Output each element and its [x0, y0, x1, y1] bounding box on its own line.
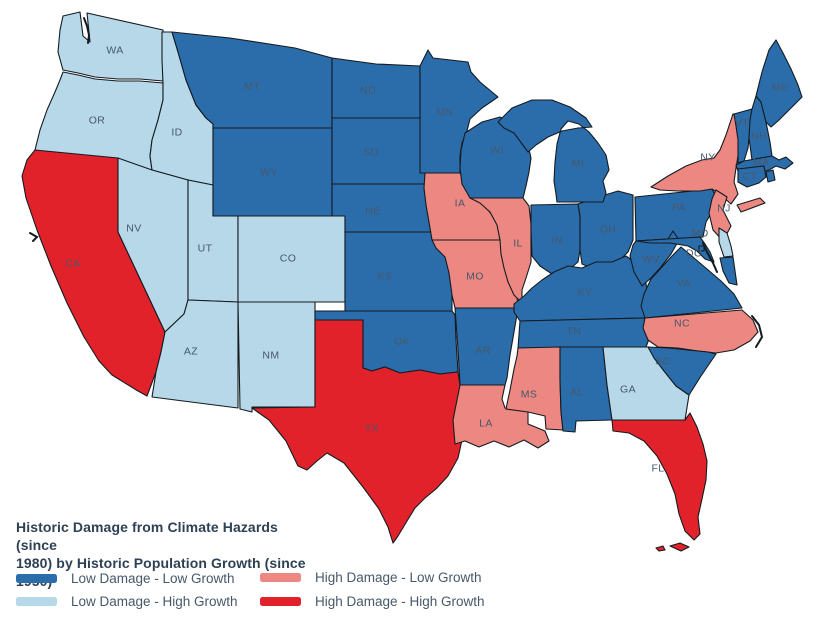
state-label-IL: IL — [513, 238, 523, 250]
state-label-WI: WI — [490, 145, 504, 157]
state-label-ME: ME — [772, 82, 789, 94]
state-MD — [635, 236, 738, 286]
state-label-UT: UT — [198, 243, 213, 255]
state-label-GA: GA — [620, 384, 636, 396]
state-label-KY: KY — [578, 287, 593, 299]
state-MI — [497, 99, 610, 203]
state-label-OK: OK — [394, 336, 410, 348]
state-label-OH: OH — [600, 224, 617, 236]
state-label-AL: AL — [570, 387, 584, 399]
state-label-MS: MS — [521, 389, 538, 401]
state-label-NJ: NJ — [717, 203, 731, 215]
coastline-detail — [751, 315, 764, 348]
state-label-PA: PA — [672, 202, 686, 214]
state-label-SC: SC — [655, 356, 670, 368]
map-title-line1: Historic Damage from Climate Hazards (si… — [16, 519, 278, 553]
state-label-VA: VA — [677, 278, 691, 290]
state-label-MA: MA — [753, 157, 770, 169]
coastline-detail — [702, 242, 718, 273]
state-label-DC: DC — [686, 248, 702, 260]
state-ME — [755, 39, 803, 128]
state-label-OR: OR — [89, 115, 106, 127]
state-label-ND: ND — [360, 85, 376, 97]
state-label-MN: MN — [436, 107, 453, 119]
state-label-LA: LA — [479, 418, 493, 430]
state-label-CA: CA — [65, 258, 80, 270]
state-label-WY: WY — [260, 167, 278, 179]
state-label-AR: AR — [475, 345, 490, 357]
state-AZ — [151, 299, 239, 409]
state-label-WV: WV — [642, 254, 660, 266]
state-label-ID: ID — [171, 127, 182, 139]
state-CT — [737, 165, 767, 188]
state-label-KS: KS — [378, 271, 393, 283]
coastline-detail — [29, 232, 39, 242]
state-label-MI: MI — [572, 158, 584, 170]
coastline-detail — [83, 17, 91, 44]
state-label-IN: IN — [551, 235, 562, 247]
state-label-TN: TN — [567, 326, 582, 338]
state-label-NV: NV — [126, 223, 141, 235]
state-label-NH: NH — [751, 131, 767, 143]
state-ND — [331, 57, 421, 119]
map-title-line2: 1980) by Historic Population Growth (sin… — [16, 555, 306, 589]
state-label-CO: CO — [280, 253, 297, 265]
state-label-VT: VT — [735, 118, 749, 130]
state-DE — [718, 227, 734, 258]
state-NC — [642, 309, 759, 354]
state-label-MT: MT — [244, 81, 260, 93]
state-label-AZ: AZ — [184, 346, 198, 358]
state-WV — [629, 230, 680, 287]
state-VA — [640, 246, 743, 319]
state-label-IA: IA — [455, 198, 466, 210]
state-label-TX: TX — [365, 423, 379, 435]
map-title: Historic Damage from Climate Hazards (si… — [16, 518, 316, 590]
state-RI — [765, 169, 776, 183]
state-label-NE: NE — [365, 206, 380, 218]
state-label-SD: SD — [363, 147, 378, 159]
state-label-FL: FL — [651, 463, 664, 475]
state-label-MD: MD — [691, 228, 708, 240]
state-label-WA: WA — [106, 45, 123, 57]
state-WA — [57, 11, 164, 82]
state-label-NC: NC — [674, 318, 690, 330]
state-MT — [171, 31, 333, 129]
state-DC — [698, 245, 705, 252]
state-label-CT: CT — [743, 171, 758, 183]
state-label-NM: NM — [262, 350, 279, 362]
state-TN — [517, 317, 653, 349]
state-TX — [251, 319, 464, 544]
state-AR — [454, 307, 519, 386]
state-LA — [452, 384, 550, 449]
state-label-NY: NY — [700, 152, 715, 164]
state-IL — [469, 197, 532, 304]
state-SC — [647, 346, 717, 396]
state-label-MO: MO — [466, 271, 484, 283]
state-FL — [611, 412, 708, 552]
state-SD — [331, 117, 429, 185]
